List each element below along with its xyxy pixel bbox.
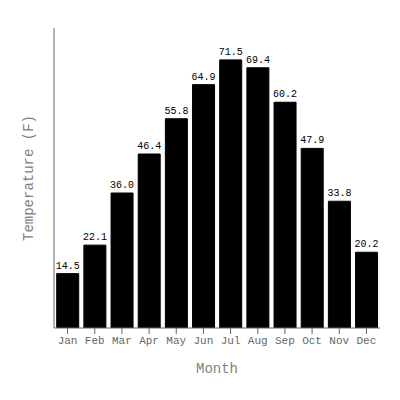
svg-text:Feb: Feb: [85, 335, 105, 347]
svg-text:55.8: 55.8: [164, 106, 188, 117]
svg-text:47.9: 47.9: [300, 135, 324, 146]
svg-text:Sep: Sep: [275, 335, 295, 347]
svg-text:Temperature (F): Temperature (F): [21, 115, 37, 241]
svg-text:Nov: Nov: [329, 335, 349, 347]
svg-text:60.2: 60.2: [273, 89, 297, 100]
svg-text:64.9: 64.9: [192, 72, 216, 83]
svg-text:Jul: Jul: [221, 335, 241, 347]
svg-text:69.4: 69.4: [246, 55, 270, 66]
svg-text:Aug: Aug: [248, 335, 268, 347]
svg-text:33.8: 33.8: [327, 188, 351, 199]
svg-text:Month: Month: [196, 361, 238, 377]
svg-text:Mar: Mar: [112, 335, 132, 347]
svg-text:71.5: 71.5: [219, 47, 243, 58]
svg-text:May: May: [166, 335, 186, 347]
svg-text:22.1: 22.1: [83, 232, 107, 243]
svg-text:Jun: Jun: [194, 335, 214, 347]
svg-text:20.2: 20.2: [355, 239, 379, 250]
svg-text:Apr: Apr: [139, 335, 159, 347]
svg-text:14.5: 14.5: [56, 261, 80, 272]
svg-text:46.4: 46.4: [137, 141, 161, 152]
svg-text:Dec: Dec: [357, 335, 377, 347]
svg-text:Oct: Oct: [302, 335, 322, 347]
svg-text:Jan: Jan: [58, 335, 78, 347]
svg-text:36.0: 36.0: [110, 180, 134, 191]
